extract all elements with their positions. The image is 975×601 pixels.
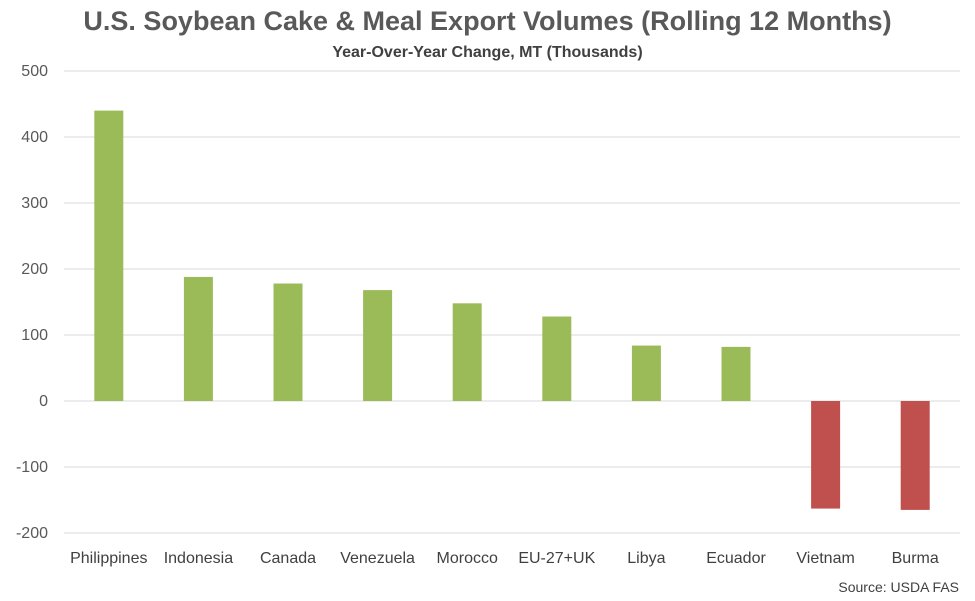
source-note: Source: USDA FAS bbox=[838, 579, 959, 595]
y-tick-label: 0 bbox=[39, 393, 48, 410]
gridlines bbox=[64, 70, 960, 534]
bar-eu-27-uk bbox=[542, 316, 572, 401]
x-category-label: Libya bbox=[627, 550, 665, 567]
chart-title: U.S. Soybean Cake & Meal Export Volumes … bbox=[83, 6, 892, 36]
bar-venezuela bbox=[363, 290, 393, 401]
x-category-label: Indonesia bbox=[164, 550, 233, 567]
bar-vietnam bbox=[811, 401, 841, 509]
x-category-label: Morocco bbox=[437, 550, 498, 567]
x-category-label: Canada bbox=[260, 550, 316, 567]
y-axis-tick-labels: -200 -100 0 100 200 300 400 500 bbox=[16, 63, 48, 542]
bar-philippines bbox=[94, 110, 124, 401]
bars bbox=[94, 110, 930, 510]
x-category-label: EU-27+UK bbox=[518, 550, 595, 567]
x-category-label: Ecuador bbox=[706, 550, 766, 567]
y-tick-label: 200 bbox=[21, 261, 48, 278]
bar-canada bbox=[273, 283, 303, 401]
bar-libya bbox=[631, 345, 661, 401]
bar-morocco bbox=[452, 303, 482, 401]
y-tick-label: -100 bbox=[16, 459, 48, 476]
y-tick-label: 400 bbox=[21, 129, 48, 146]
x-category-label: Venezuela bbox=[340, 550, 415, 567]
chart-subtitle: Year-Over-Year Change, MT (Thousands) bbox=[332, 44, 643, 61]
y-tick-label: 500 bbox=[21, 63, 48, 80]
x-axis-category-labels: Philippines Indonesia Canada Venezuela Moroc… bbox=[70, 550, 939, 567]
x-category-label: Burma bbox=[892, 550, 939, 567]
y-tick-label: -200 bbox=[16, 525, 48, 542]
bar-burma bbox=[900, 401, 930, 510]
x-category-label: Philippines bbox=[70, 550, 147, 567]
y-tick-label: 300 bbox=[21, 195, 48, 212]
y-tick-label: 100 bbox=[21, 327, 48, 344]
x-category-label: Vietnam bbox=[796, 550, 854, 567]
bar-ecuador bbox=[721, 346, 751, 401]
bar-indonesia bbox=[183, 276, 213, 401]
